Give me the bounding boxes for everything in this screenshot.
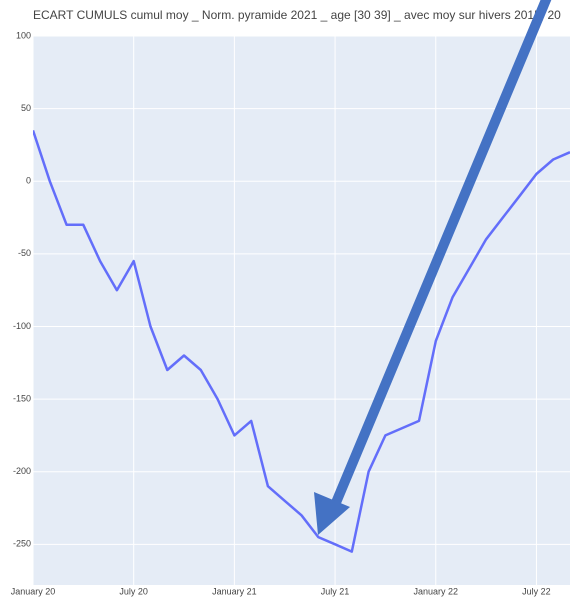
y-tick-label: -50 [18, 248, 31, 258]
y-tick-label: 0 [26, 176, 31, 186]
annotation-arrow [314, 0, 552, 535]
chart-title: ECART CUMULS cumul moy _ Norm. pyramide … [33, 8, 561, 22]
x-tick-label: July 21 [321, 586, 350, 596]
plot-area [33, 36, 570, 585]
y-tick-label: -150 [13, 393, 31, 403]
y-tick-label: -100 [13, 321, 31, 331]
y-tick-label: 100 [16, 30, 31, 40]
x-tick-label: January 20 [11, 586, 56, 596]
x-tick-label: July 20 [119, 586, 148, 596]
y-tick-label: 50 [21, 103, 31, 113]
y-tick-label: -250 [13, 539, 31, 549]
x-tick-label: January 22 [413, 586, 458, 596]
x-tick-label: January 21 [212, 586, 257, 596]
data-line [33, 130, 570, 553]
x-tick-label: July 22 [522, 586, 551, 596]
y-tick-label: -200 [13, 466, 31, 476]
